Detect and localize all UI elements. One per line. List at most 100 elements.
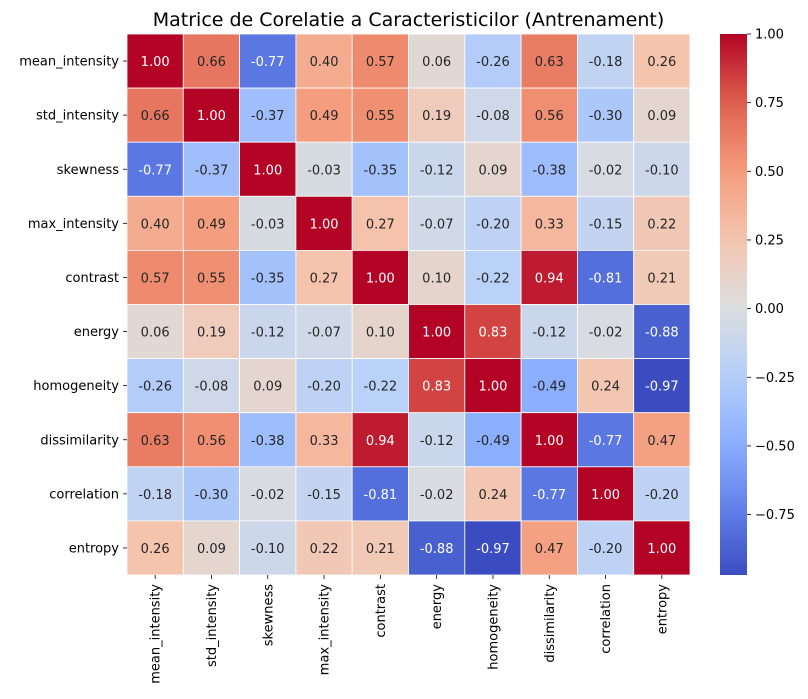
cell-value-label: -0.08 (476, 109, 510, 124)
heatmap-cell (408, 520, 466, 576)
y-tick-label: entropy (69, 541, 120, 556)
cell-value-label: -0.38 (251, 434, 285, 449)
cell-value-label: -0.12 (532, 326, 566, 341)
cell-value-label: 0.09 (478, 163, 507, 178)
heatmap-cell (295, 412, 353, 468)
cell-value-label: -0.02 (420, 488, 454, 503)
heatmap-cell (464, 520, 522, 576)
cell-value-label: 0.27 (310, 271, 339, 286)
cell-value-label: -0.15 (307, 488, 341, 503)
heatmap-cell (126, 358, 184, 414)
cell-value-label: -0.22 (476, 271, 510, 286)
heatmap-cell (295, 304, 353, 359)
heatmap-cell (126, 304, 184, 359)
heatmap-cell (239, 466, 297, 522)
heatmap-cells: 1.00 0.66 -0.77 0.40 0.57 0.06 -0.26 0.63 -0.18 0… (126, 33, 691, 576)
cell-value-label: 0.47 (647, 434, 676, 449)
cell-value-label: 0.22 (310, 542, 339, 557)
cell-value-label: -0.20 (307, 380, 341, 395)
cell-value-label: 0.09 (253, 380, 282, 395)
cell-value-label: 0.26 (647, 55, 676, 70)
cell-value-label: -0.03 (251, 217, 285, 232)
cell-value-label: 0.10 (422, 271, 451, 286)
y-tick-label: dissimilarity (40, 433, 119, 448)
heatmap-cell (239, 412, 297, 468)
heatmap-cell (126, 520, 184, 576)
cell-value-label: 1.00 (478, 380, 507, 395)
cell-value-label: -0.37 (195, 163, 229, 178)
heatmap-cell (520, 141, 578, 197)
cell-value-label: -0.30 (589, 109, 623, 124)
cell-value-label: 0.63 (535, 55, 564, 70)
cell-value-label: -0.02 (589, 163, 623, 178)
cell-value-label: 1.00 (535, 434, 564, 449)
cell-value-label: -0.77 (589, 434, 623, 449)
heatmap-cell (126, 195, 184, 251)
cell-value-label: -0.12 (251, 326, 285, 341)
y-tick-label: skewness (57, 163, 119, 178)
cell-value-label: -0.88 (420, 542, 454, 557)
heatmap-cell (295, 33, 353, 89)
cell-value-label: 0.40 (310, 55, 339, 70)
cell-value-label: 0.24 (591, 380, 620, 395)
heatmap-cell (408, 358, 466, 414)
cell-value-label: 0.26 (141, 542, 170, 557)
cell-value-label: -0.22 (364, 380, 398, 395)
colorbar-gradient (720, 34, 747, 575)
cell-value-label: -0.03 (307, 163, 341, 178)
cell-value-label: -0.15 (589, 217, 623, 232)
cell-value-label: 0.33 (535, 217, 564, 232)
cell-value-label: 0.55 (197, 271, 226, 286)
heatmap-cell (182, 33, 241, 89)
cell-value-label: 0.33 (310, 434, 339, 449)
heatmap-cell (520, 33, 578, 89)
y-tick-label: energy (74, 325, 120, 340)
heatmap-cell (239, 304, 297, 359)
heatmap-cell (239, 33, 297, 89)
colorbar-tick-label: 0.25 (755, 233, 784, 248)
cell-value-label: 1.00 (253, 163, 282, 178)
heatmap-cell (633, 195, 691, 251)
cell-value-label: -0.26 (138, 380, 172, 395)
heatmap-cell (577, 304, 635, 359)
cell-value-label: -0.07 (420, 217, 454, 232)
cell-value-label: -0.81 (364, 488, 398, 503)
cell-value-label: -0.38 (532, 163, 566, 178)
heatmap-cell (182, 520, 241, 576)
heatmap-cell (408, 249, 466, 305)
heatmap-cell (520, 87, 578, 143)
y-tick-label: max_intensity (28, 217, 119, 232)
cell-value-label: 0.55 (366, 109, 395, 124)
cell-value-label: 0.19 (422, 109, 451, 124)
heatmap-cell (520, 520, 578, 576)
heatmap-cell (295, 87, 353, 143)
cell-value-label: 1.00 (310, 217, 339, 232)
heatmap-cell (464, 195, 522, 251)
colorbar-tick-label: 0.75 (755, 96, 784, 111)
colorbar-tick-label: −0.75 (755, 508, 795, 523)
cell-value-label: 0.49 (310, 109, 339, 124)
cell-value-label: 0.21 (366, 542, 395, 557)
x-tick-label: mean_intensity (149, 584, 164, 684)
heatmap-cell (182, 141, 241, 197)
heatmap-cell (295, 466, 353, 522)
cell-value-label: -0.35 (364, 163, 398, 178)
heatmap-cell (351, 520, 409, 576)
heatmap-cell (408, 412, 466, 468)
x-tick-label: skewness (261, 584, 276, 646)
heatmap-cell (577, 520, 635, 576)
cell-value-label: -0.10 (251, 542, 285, 557)
heatmap-cell (464, 466, 522, 522)
heatmap-cell (239, 249, 297, 305)
colorbar-tick-label: 1.00 (755, 28, 784, 43)
heatmap-cell (351, 249, 409, 305)
cell-value-label: 0.66 (141, 109, 170, 124)
x-tick-label: std_intensity (205, 584, 220, 667)
cell-value-label: -0.97 (645, 380, 679, 395)
heatmap-cell (408, 33, 466, 89)
heatmap-cell (633, 358, 691, 414)
cell-value-label: -0.20 (589, 542, 623, 557)
cell-value-label: -0.20 (476, 217, 510, 232)
cell-value-label: 1.00 (197, 109, 226, 124)
colorbar-tick-label: 0.50 (755, 165, 784, 180)
